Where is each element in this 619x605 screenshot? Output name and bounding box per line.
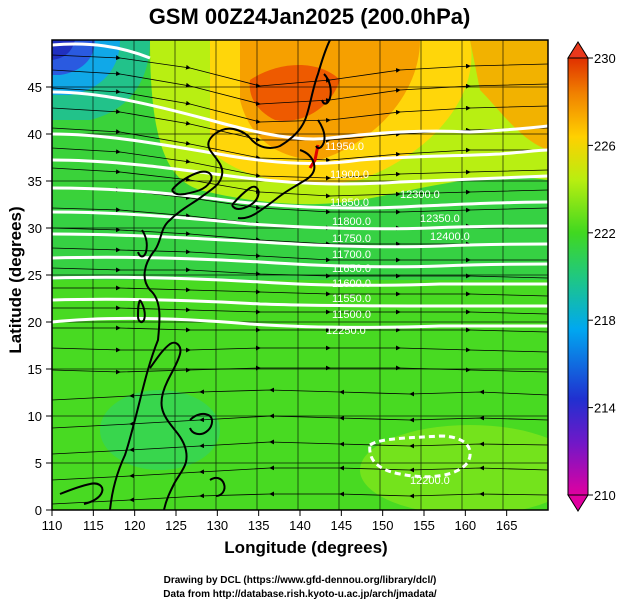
x-axis-label: Longitude (degrees): [224, 538, 388, 557]
contour-label: 12400.0: [430, 231, 470, 243]
height-contours: [52, 42, 548, 479]
contour-labels: 11950.0 11900.0 11850.0 11800.0 11750.0 …: [325, 141, 470, 487]
contour-label: 11600.0: [332, 278, 371, 290]
contour-label: 12200.0: [410, 475, 450, 487]
x-tick-label: 120: [124, 518, 146, 533]
credit-data-source: Data from http://database.rish.kyoto-u.a…: [163, 589, 437, 600]
x-tick-label: 160: [454, 518, 476, 533]
contour-label: 11650.0: [332, 263, 371, 275]
colorbar-tick-label: 214: [594, 401, 616, 416]
colorbar-tick-label: 230: [594, 51, 616, 66]
x-tick-label: 130: [206, 518, 228, 533]
contour-label: 12250.0: [326, 325, 366, 337]
x-tick-label: 140: [289, 518, 311, 533]
y-tick-label: 20: [28, 315, 42, 330]
x-tick-label: 110: [42, 518, 63, 533]
contour-label: 11700.0: [332, 249, 371, 261]
contour-label: 11950.0: [325, 141, 364, 153]
coastlines: [59, 40, 332, 510]
contour-label: 11750.0: [332, 233, 371, 245]
x-tick-label: 145: [330, 518, 352, 533]
contour-label: 11850.0: [330, 197, 369, 209]
y-tick-label: 35: [28, 174, 42, 189]
contour-label: 11550.0: [332, 293, 371, 305]
x-tick-label: 135: [248, 518, 270, 533]
colorbar-tick-label: 222: [594, 226, 616, 241]
y-tick-label: 5: [35, 456, 42, 471]
colorbar-tick-label: 226: [594, 138, 616, 153]
x-tick-label: 165: [496, 518, 518, 533]
contour-label: 11500.0: [332, 309, 371, 321]
contour-label: 11800.0: [332, 216, 371, 228]
x-tick-label: 155: [413, 518, 435, 533]
x-tick-label: 125: [165, 518, 187, 533]
y-tick-label: 45: [28, 80, 42, 95]
map-plot-area: [52, 40, 548, 510]
map-title: GSM 00Z24Jan2025 (200.0hPa): [148, 4, 471, 29]
y-axis: 0 5 10 15 20 25 30 35 40 45: [28, 80, 52, 518]
x-tick-label: 115: [83, 518, 104, 533]
colorbar-tick-label: 218: [594, 313, 616, 328]
y-tick-label: 40: [28, 127, 42, 142]
credit-drawing: Drawing by DCL (https://www.gfd-dennou.o…: [163, 575, 437, 586]
colorbar-tick-label: 210: [594, 488, 616, 503]
y-axis-label: Latitude (degrees): [6, 206, 25, 354]
y-tick-label: 25: [28, 268, 42, 283]
contour-label: 12300.0: [400, 189, 440, 201]
y-tick-label: 15: [28, 362, 42, 377]
x-tick-label: 150: [372, 518, 394, 533]
y-tick-label: 0: [35, 503, 42, 518]
x-axis: 110 115 120 125 130 135 140 145 150 155 160 165: [42, 510, 518, 533]
contour-label: 11900.0: [330, 169, 369, 181]
y-tick-label: 30: [28, 221, 42, 236]
contour-label: 12350.0: [420, 213, 460, 225]
colorbar: 210 214 218 222 226 230: [567, 41, 616, 512]
y-tick-label: 10: [28, 409, 42, 424]
